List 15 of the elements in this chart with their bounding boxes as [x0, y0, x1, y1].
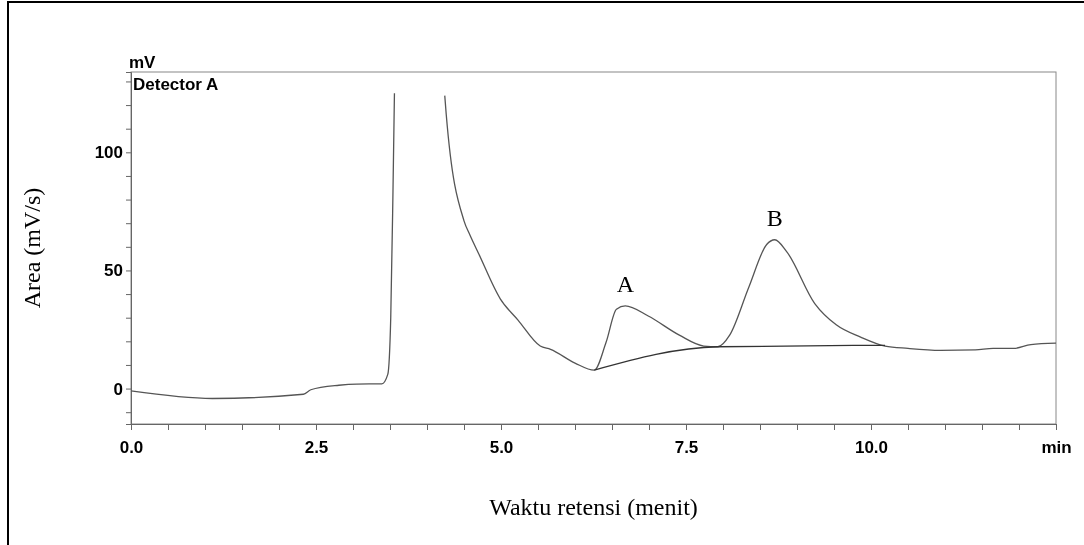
- x-tick-label: 2.5: [304, 438, 329, 458]
- x-tick-label: min: [1041, 438, 1072, 458]
- annotation: A: [616, 270, 635, 297]
- x-tick-label: 0.0: [119, 438, 144, 458]
- y-tick-label: 0: [113, 379, 123, 399]
- x-tick-label: 5.0: [489, 438, 514, 458]
- x-axis-title: Waktu retensi (menit): [489, 494, 698, 520]
- y-axis-title: Area (mV/s): [19, 187, 45, 309]
- x-tick-label: 7.5: [674, 438, 699, 458]
- y-tick-label: 50: [104, 261, 123, 281]
- annotation: B: [766, 204, 783, 231]
- x-tick-label: 10.0: [854, 438, 889, 458]
- text: mV: [129, 53, 157, 72]
- annotation: Detector A: [133, 75, 219, 94]
- y-tick-label: 100: [94, 143, 123, 163]
